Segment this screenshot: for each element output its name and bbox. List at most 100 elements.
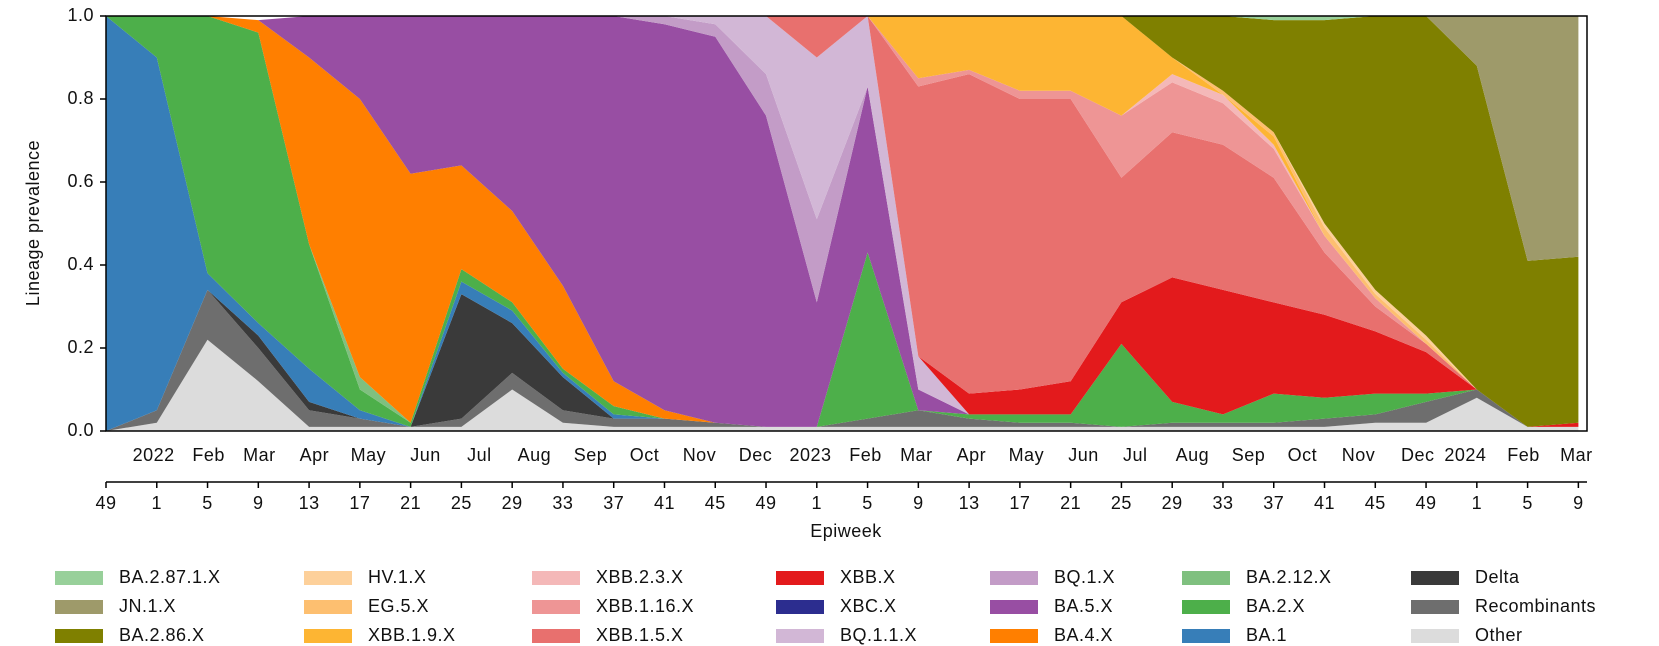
month-label: Dec [739, 445, 773, 465]
x-tick-label: 45 [1365, 493, 1386, 513]
x-tick-label: 25 [451, 493, 472, 513]
x-tick-label: 13 [299, 493, 320, 513]
legend-swatch [776, 629, 824, 643]
legend-label: Delta [1475, 567, 1520, 587]
x-tick-label: 21 [400, 493, 421, 513]
legend-swatch [532, 629, 580, 643]
area [106, 16, 1579, 21]
month-label: Jul [467, 445, 492, 465]
x-tick-label: 9 [913, 493, 924, 513]
legend-label: HV.1.X [368, 567, 426, 587]
legend-label: Recombinants [1475, 596, 1596, 616]
y-tick-label: 0.0 [67, 420, 94, 440]
legend-swatch [1182, 600, 1230, 614]
month-label: Aug [1176, 445, 1210, 465]
x-tick-label: 29 [1162, 493, 1183, 513]
x-tick-label: 25 [1111, 493, 1132, 513]
legend-swatch [1182, 571, 1230, 585]
x-tick-label: 21 [1060, 493, 1081, 513]
legend-swatch [1411, 629, 1459, 643]
month-label: Apr [957, 445, 987, 465]
x-tick-label: 37 [1263, 493, 1284, 513]
legend-label: XBB.2.3.X [596, 567, 684, 587]
legend-label: BA.2.X [1246, 596, 1305, 616]
area [106, 16, 1579, 427]
area [106, 16, 1579, 427]
area [106, 16, 1579, 427]
month-label: May [351, 445, 387, 465]
legend-label: XBB.1.9.X [368, 625, 456, 645]
legend-swatch [55, 600, 103, 614]
area [106, 16, 1579, 427]
month-label: Mar [243, 445, 276, 465]
month-label: Feb [1507, 445, 1540, 465]
legend-label: XBB.1.5.X [596, 625, 684, 645]
legend-label: BQ.1.X [1054, 567, 1115, 587]
legend-swatch [532, 600, 580, 614]
y-axis-label: Lineage prevalence [23, 140, 43, 306]
area [106, 16, 1579, 427]
y-tick-label: 0.8 [67, 88, 94, 108]
month-label: 2024 [1444, 445, 1486, 465]
x-tick-label: 9 [253, 493, 264, 513]
month-label: Sep [574, 445, 608, 465]
legend-swatch [1411, 571, 1459, 585]
month-label: Jun [1068, 445, 1099, 465]
month-label: Jul [1123, 445, 1148, 465]
area [106, 16, 1579, 427]
legend-swatch [990, 629, 1038, 643]
plot-frame [105, 15, 1588, 432]
x-tick-label: 5 [202, 493, 213, 513]
x-tick-label: 9 [1573, 493, 1584, 513]
legend-swatch [776, 571, 824, 585]
month-label: Nov [683, 445, 717, 465]
legend-swatch [532, 571, 580, 585]
legend-swatch [304, 571, 352, 585]
x-tick-label: 17 [1009, 493, 1030, 513]
legend-swatch [304, 600, 352, 614]
month-label: Feb [849, 445, 882, 465]
legend-label: JN.1.X [119, 596, 176, 616]
legend-swatch [55, 629, 103, 643]
area [106, 339, 1579, 431]
x-tick-label: 33 [1212, 493, 1233, 513]
legend-swatch [990, 600, 1038, 614]
x-tick-label: 5 [1522, 493, 1533, 513]
x-tick-label: 29 [502, 493, 523, 513]
month-label: Sep [1232, 445, 1266, 465]
legend-label: XBB.1.16.X [596, 596, 694, 616]
x-axis-label: Epiweek [810, 521, 882, 541]
legend-label: BA.1 [1246, 625, 1287, 645]
y-tick-label: 0.4 [67, 254, 94, 274]
y-tick-label: 0.2 [67, 337, 94, 357]
x-tick-label: 5 [862, 493, 873, 513]
legend-swatch [1411, 600, 1459, 614]
x-tick-label: 13 [959, 493, 980, 513]
x-tick-label: 41 [654, 493, 675, 513]
month-label: Dec [1401, 445, 1435, 465]
y-tick-label: 1.0 [67, 5, 94, 25]
y-tick-label: 0.6 [67, 171, 94, 191]
month-label: May [1009, 445, 1045, 465]
legend-swatch [1182, 629, 1230, 643]
x-tick-label: 45 [705, 493, 726, 513]
area [106, 289, 1579, 431]
legend-label: BA.5.X [1054, 596, 1113, 616]
month-label: Mar [1560, 445, 1593, 465]
legend-label: BA.2.86.X [119, 625, 205, 645]
legend-label: BQ.1.1.X [840, 625, 917, 645]
legend-label: XBC.X [840, 596, 897, 616]
x-tick-label: 1 [1472, 493, 1483, 513]
legend-swatch [55, 571, 103, 585]
month-label: Mar [900, 445, 933, 465]
x-tick-label: 33 [552, 493, 573, 513]
legend-label: Other [1475, 625, 1523, 645]
legend-label: BA.4.X [1054, 625, 1113, 645]
x-tick-label: 49 [756, 493, 777, 513]
legend-swatch [990, 571, 1038, 585]
month-label: Jun [410, 445, 441, 465]
legend-label: XBB.X [840, 567, 896, 587]
x-tick-label: 37 [603, 493, 624, 513]
